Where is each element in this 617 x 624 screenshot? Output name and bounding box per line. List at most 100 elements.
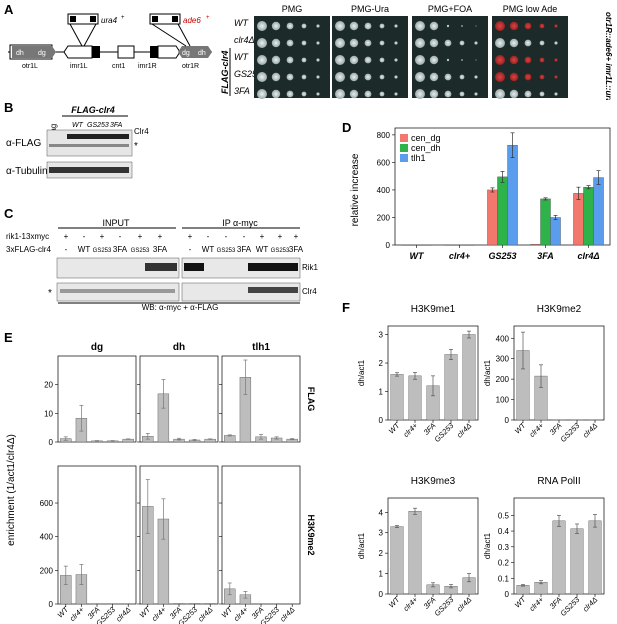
y-tick-label: 300 xyxy=(496,355,510,364)
colony-spot xyxy=(286,39,294,47)
e-col-title: dh xyxy=(173,342,185,353)
e-row-title: FLAG xyxy=(306,387,316,412)
bar xyxy=(588,520,602,595)
colony-spot xyxy=(286,22,294,30)
strain-2: clr4Δ xyxy=(234,35,255,45)
y-tick-label: 400 xyxy=(40,533,54,542)
legend-swatch xyxy=(400,134,408,142)
colony-spot xyxy=(429,21,439,31)
colony-spot xyxy=(394,75,398,79)
plate-title-2: PMG+FOA xyxy=(428,4,472,14)
colony-spot xyxy=(524,39,532,47)
c-ip-r1: - xyxy=(207,232,210,241)
f-subplot-title: RNA PolII xyxy=(537,476,580,487)
colony-spot xyxy=(335,21,345,31)
colony-spot xyxy=(257,72,267,82)
f-ylabel: dh/act1 xyxy=(357,532,366,559)
bar xyxy=(408,375,422,421)
c-input-r2: 3FA xyxy=(153,245,168,254)
c-ip-r1: + xyxy=(294,232,299,241)
y-tick-label: 0.1 xyxy=(498,574,510,583)
c-ip-r2: GS253 xyxy=(217,248,236,254)
colony-spot xyxy=(539,40,545,46)
bar xyxy=(188,603,201,605)
colony-spot xyxy=(524,22,532,30)
colony-spot xyxy=(524,90,532,98)
colony-spot xyxy=(415,38,425,48)
x-tick-label: GS253 xyxy=(559,420,582,443)
y-tick-label: 3 xyxy=(379,331,384,340)
bar xyxy=(444,354,458,421)
colony-spot xyxy=(444,39,452,47)
colony-spot xyxy=(316,41,320,45)
x-tick-label: clr4Δ xyxy=(455,595,473,613)
colony-spot xyxy=(349,55,359,65)
colony-spot xyxy=(509,38,519,48)
colony-spot xyxy=(335,89,345,99)
plate-title-1: PMG-Ura xyxy=(351,4,389,14)
x-tick-label: clr4Δ xyxy=(455,421,473,439)
y-tick-label: 200 xyxy=(377,213,391,222)
colony-spot xyxy=(394,58,398,62)
e-col-title: dg xyxy=(91,342,103,353)
f-ylabel: dh/act1 xyxy=(483,359,492,386)
c-ip-title: IP α-myc xyxy=(222,218,258,228)
y-tick-label: 0 xyxy=(386,241,391,250)
colony-spot xyxy=(286,90,294,98)
x-tick-label: clr4Δ xyxy=(577,251,599,261)
c-ip-r2: WT xyxy=(202,245,215,254)
colony-spot xyxy=(444,73,452,81)
b-lane-gs253: GS253 xyxy=(87,122,109,129)
y-tick-label: 2 xyxy=(379,359,384,368)
strain-1: WT xyxy=(234,18,249,28)
d-ylabel: relative increase xyxy=(350,153,361,226)
c-input-r2: GS253 xyxy=(93,248,112,254)
y-tick-label: 0.4 xyxy=(498,527,510,536)
c-band-clr4: Clr4 xyxy=(302,287,317,296)
x-tick-label: 3FA xyxy=(537,251,554,261)
plot-frame xyxy=(221,465,301,605)
c-ip-r2: GS253 xyxy=(271,248,290,254)
colony-spot xyxy=(257,55,267,65)
c-star: * xyxy=(48,288,52,299)
colony-spot xyxy=(394,92,398,96)
c-ip-r1: + xyxy=(260,232,265,241)
bar xyxy=(552,520,566,595)
dh-label-left: dh xyxy=(16,50,24,57)
y-tick-label: 1 xyxy=(379,388,384,397)
x-tick-label: clr4+ xyxy=(401,595,419,613)
y-tick-label: 4 xyxy=(379,508,384,517)
x-tick-label: GS253 xyxy=(433,420,456,443)
legend-label: tlh1 xyxy=(411,153,426,163)
ura4-label: ura4 xyxy=(101,16,118,25)
c-input-r1: - xyxy=(83,232,86,241)
x-tick-label: clr4+ xyxy=(527,421,545,439)
x-tick-label: clr4+ xyxy=(449,251,471,261)
colony-spot xyxy=(554,92,558,96)
colony-spot xyxy=(364,73,372,81)
c-input-r2: 3FA xyxy=(113,245,128,254)
bar xyxy=(497,176,508,246)
colony-spot xyxy=(364,39,372,47)
colony-spot xyxy=(495,72,505,82)
x-tick-label: clr4+ xyxy=(401,421,419,439)
dg-label-left: dg xyxy=(38,50,46,57)
x-tick-label: clr4+ xyxy=(527,595,545,613)
colony-spot xyxy=(316,92,320,96)
colony-spot xyxy=(349,21,359,31)
colony-spot xyxy=(286,56,294,64)
y-tick-label: 200 xyxy=(496,375,510,384)
e-row-title: H3K9me2 xyxy=(306,514,316,555)
bar xyxy=(550,217,561,246)
colony-spot xyxy=(509,55,519,65)
x-tick-label: clr4+ xyxy=(150,605,168,623)
plot-frame xyxy=(221,355,301,443)
colony-spot xyxy=(394,24,398,28)
legend-label: cen_dg xyxy=(411,133,441,143)
bar xyxy=(570,528,584,595)
colony-spot xyxy=(495,55,505,65)
c-band-rik1: Rik1 xyxy=(302,263,319,272)
colony-spot xyxy=(539,74,545,80)
colony-spot xyxy=(415,21,425,31)
plate-title-3: PMG low Ade xyxy=(503,4,558,14)
